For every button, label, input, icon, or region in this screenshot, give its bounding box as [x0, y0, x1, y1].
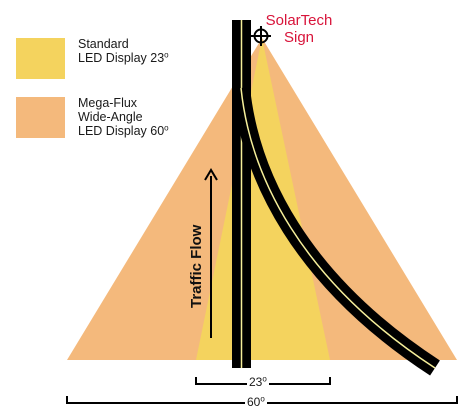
- legend-label-megaflux: Mega-Flux Wide-Angle LED Display 60o: [78, 96, 169, 138]
- legend-megaflux-line2: Wide-Angle: [78, 110, 143, 124]
- traffic-flow-arrow-icon: [204, 168, 218, 338]
- legend-megaflux-line1: Mega-Flux: [78, 96, 138, 110]
- curved-road-center-line: [240, 87, 436, 369]
- sign-label-line2: Sign: [283, 29, 315, 46]
- narrow-beam-area: [196, 38, 330, 360]
- legend-swatch-standard: [16, 38, 65, 79]
- legend-standard-line2: LED Display 23o: [78, 50, 169, 65]
- sign-label-line1: SolarTech: [265, 12, 333, 29]
- traffic-flow-label: Traffic Flow: [188, 224, 205, 308]
- legend-label-standard: Standard LED Display 23o: [78, 37, 169, 65]
- legend-megaflux-line3: LED Display 60o: [78, 123, 169, 138]
- legend-swatch-megaflux: [16, 97, 65, 138]
- narrow-angle-label: 23o: [247, 374, 269, 389]
- sign-crosshair-icon: [251, 26, 271, 46]
- legend-standard-line1: Standard: [78, 37, 129, 51]
- sign-label: SolarTech Sign: [262, 12, 336, 46]
- wide-angle-label: 60o: [245, 394, 267, 409]
